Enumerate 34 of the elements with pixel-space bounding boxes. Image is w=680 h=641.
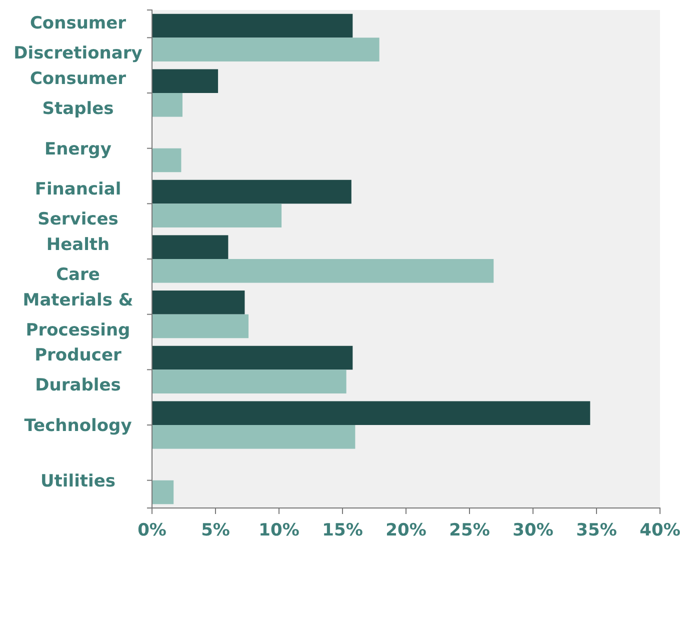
bar: [152, 148, 182, 172]
y-tick-label: Financial Services: [34, 180, 122, 230]
x-tick-label: 15%: [322, 520, 363, 541]
bar: [152, 401, 590, 425]
bar: [152, 480, 174, 504]
bar: [152, 259, 494, 283]
y-tick-label: Producer Durables: [34, 346, 122, 396]
bar: [152, 314, 249, 338]
y-tick-label: Energy: [44, 139, 112, 160]
y-tick-label: Materials & Processing: [22, 290, 134, 340]
x-tick-label: 35%: [576, 520, 617, 541]
y-tick-label: Utilities: [40, 471, 116, 492]
x-tick-label: 5%: [201, 520, 230, 541]
y-tick-label: Health Care: [46, 235, 110, 285]
bar: [152, 14, 353, 38]
bar: [152, 425, 356, 449]
bar: [152, 235, 228, 259]
bar: [152, 69, 218, 93]
bar: [152, 370, 346, 394]
bar: [152, 204, 282, 228]
y-tick-label: Technology: [24, 416, 132, 436]
x-tick-label: 40%: [640, 520, 680, 541]
x-tick-label: 0%: [138, 520, 166, 541]
x-tick-label: 20%: [386, 520, 426, 541]
y-tick-label: Consumer Discretionary: [14, 14, 142, 64]
x-tick-label: 10%: [258, 520, 300, 541]
y-tick-label: Consumer Staples: [30, 69, 127, 119]
bar: [152, 180, 352, 204]
x-tick-label: 25%: [449, 520, 490, 541]
x-tick-label: 30%: [512, 520, 554, 541]
bar: [152, 38, 380, 62]
bar: [152, 290, 245, 314]
bar: [152, 346, 353, 370]
bar: [152, 93, 182, 117]
